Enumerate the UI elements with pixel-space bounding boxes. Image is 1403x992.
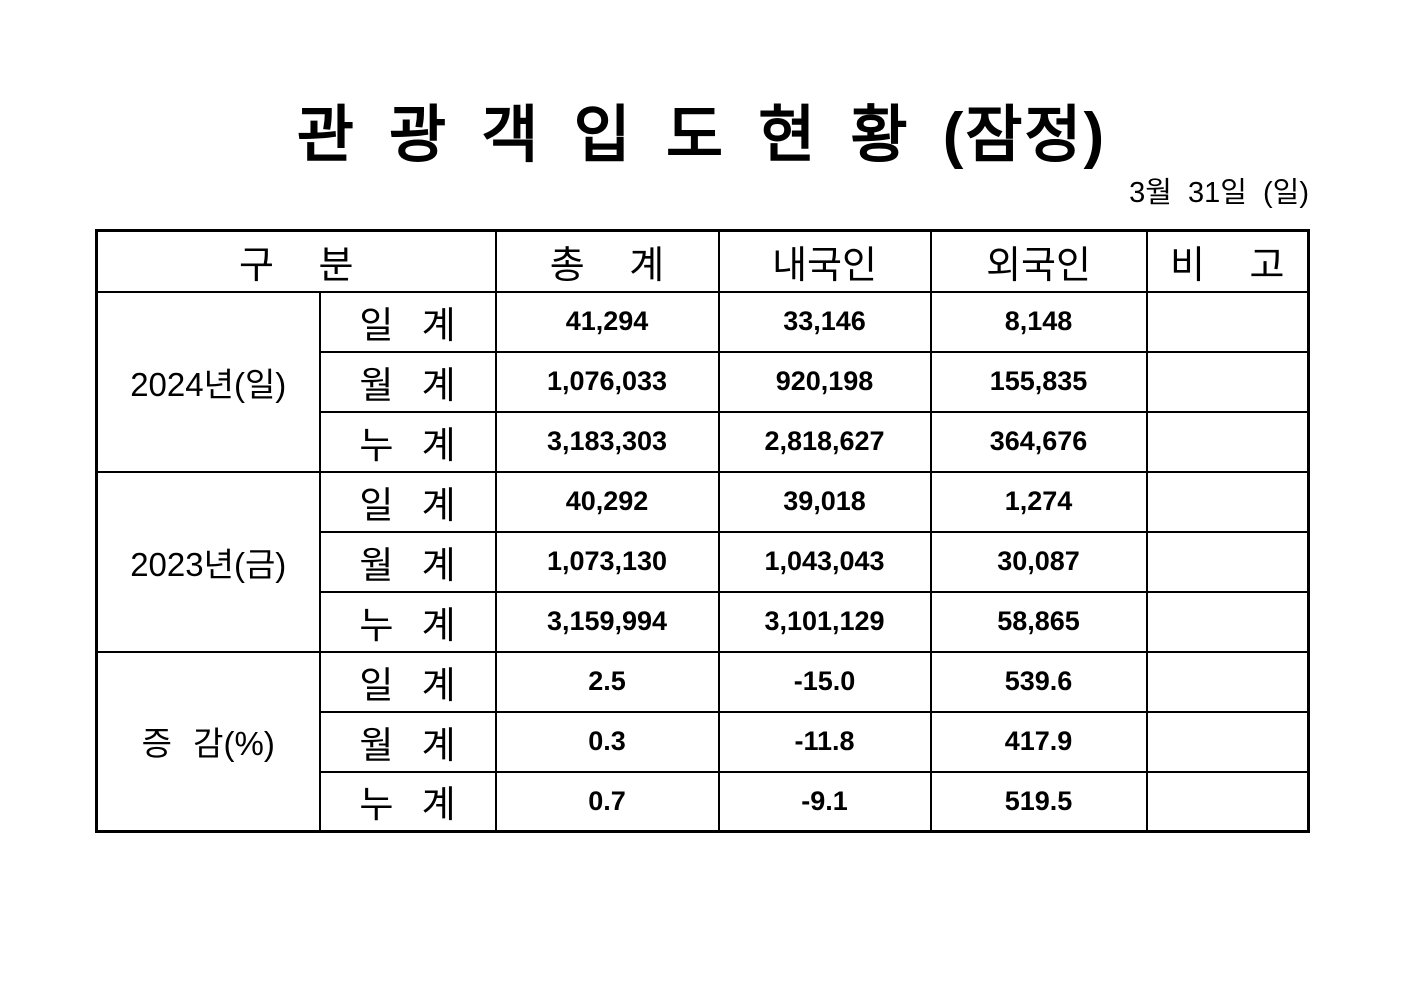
note-cell — [1145, 530, 1310, 593]
value-cell-total: 3,159,994 — [494, 590, 720, 653]
value-cell-total: 1,073,130 — [494, 530, 720, 593]
value-cell-total: 1,076,033 — [494, 350, 720, 413]
value-cell-domestic: 920,198 — [717, 350, 932, 413]
table-row: 2024년(일) 일 계 41,294 33,146 8,148 — [95, 290, 1310, 473]
row-label-cell: 일 계 — [318, 290, 497, 353]
value-cell-domestic: -15.0 — [717, 650, 932, 713]
value-cell-foreign: 417.9 — [929, 710, 1148, 773]
header-cell-total: 총 계 — [494, 229, 720, 293]
value-cell-domestic: 2,818,627 — [717, 410, 932, 473]
value-cell-foreign: 155,835 — [929, 350, 1148, 413]
value-cell-domestic: 39,018 — [717, 470, 932, 533]
value-cell-total: 0.7 — [494, 770, 720, 833]
header-cell-foreign: 외국인 — [929, 229, 1148, 293]
value-cell-total: 3,183,303 — [494, 410, 720, 473]
row-label-cell: 월 계 — [318, 530, 497, 593]
value-cell-total: 41,294 — [494, 290, 720, 353]
value-cell-total: 2.5 — [494, 650, 720, 713]
table-row: 월 계 1,073,130 1,043,043 30,087 — [97, 530, 1310, 593]
header-cell-domestic: 내국인 — [717, 229, 932, 293]
value-cell-foreign: 1,274 — [929, 470, 1148, 533]
value-cell-foreign: 539.6 — [929, 650, 1148, 713]
value-cell-domestic: 33,146 — [717, 290, 932, 353]
table-header-row: 구 분 총 계 내국인 외국인 비 고 — [95, 229, 1310, 293]
value-cell-foreign: 58,865 — [929, 590, 1148, 653]
note-cell — [1145, 770, 1310, 833]
value-cell-total: 0.3 — [494, 710, 720, 773]
note-cell — [1145, 350, 1310, 413]
note-cell — [1145, 650, 1310, 713]
row-label-cell: 누 계 — [318, 410, 497, 473]
value-cell-foreign: 8,148 — [929, 290, 1148, 353]
value-cell-foreign: 30,087 — [929, 530, 1148, 593]
group-cell-2023: 2023년(금) — [95, 470, 321, 653]
page-title: 관 광 객 입 도 현 황 (잠정) — [296, 101, 1107, 170]
table-row: 2023년(금) 일 계 40,292 39,018 1,274 — [95, 470, 1310, 653]
value-cell-domestic: -9.1 — [717, 770, 932, 833]
table-row: 누 계 0.7 -9.1 519.5 — [97, 770, 1310, 833]
group-cell-change-pct: 증 감(%) — [95, 650, 321, 833]
value-cell-foreign: 364,676 — [929, 410, 1148, 473]
row-label-cell: 일 계 — [318, 650, 497, 713]
value-cell-total: 40,292 — [494, 470, 720, 533]
note-cell — [1145, 710, 1310, 773]
note-cell — [1145, 470, 1310, 533]
table-row: 월 계 0.3 -11.8 417.9 — [97, 710, 1310, 773]
row-label-cell: 월 계 — [318, 710, 497, 773]
note-cell — [1145, 590, 1310, 653]
value-cell-domestic: 3,101,129 — [717, 590, 932, 653]
header-cell-note: 비 고 — [1145, 229, 1310, 293]
row-label-cell: 월 계 — [318, 350, 497, 413]
table-row: 월 계 1,076,033 920,198 155,835 — [97, 350, 1310, 413]
table-row: 누 계 3,159,994 3,101,129 58,865 — [97, 590, 1310, 653]
tourist-arrival-table: 구 분 총 계 내국인 외국인 비 고 2024년(일) 일 계 41,294 … — [95, 229, 1311, 833]
note-cell — [1145, 290, 1310, 353]
row-label-cell: 누 계 — [318, 590, 497, 653]
value-cell-foreign: 519.5 — [929, 770, 1148, 833]
report-date: 3월 31일 (일) — [1129, 177, 1309, 209]
group-cell-2024: 2024년(일) — [95, 290, 321, 473]
value-cell-domestic: -11.8 — [717, 710, 932, 773]
row-label-cell: 누 계 — [318, 770, 497, 833]
table-row: 누 계 3,183,303 2,818,627 364,676 — [97, 410, 1310, 473]
value-cell-domestic: 1,043,043 — [717, 530, 932, 593]
table-row: 증 감(%) 일 계 2.5 -15.0 539.6 — [95, 650, 1310, 833]
note-cell — [1145, 410, 1310, 473]
header-cell-category: 구 분 — [95, 229, 497, 293]
row-label-cell: 일 계 — [318, 470, 497, 533]
